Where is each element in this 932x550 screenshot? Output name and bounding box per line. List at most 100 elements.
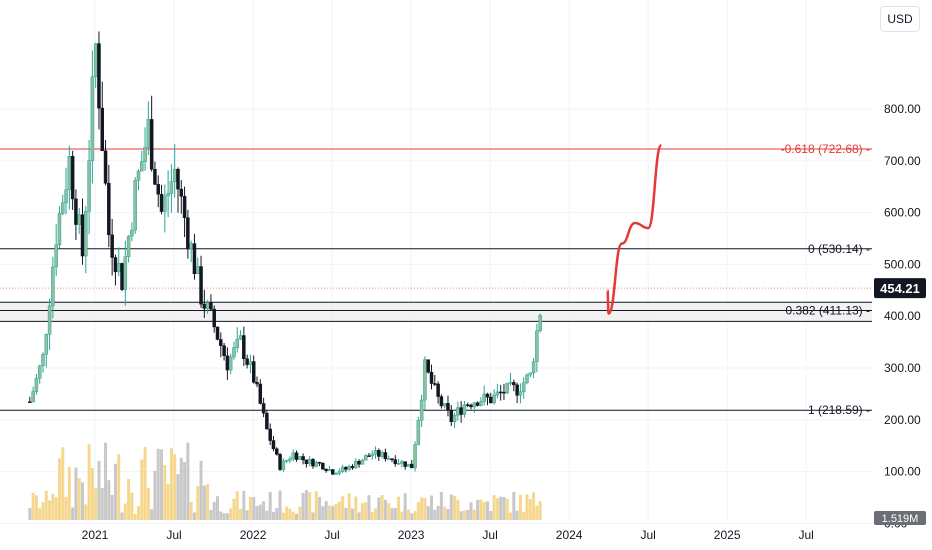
candle-body bbox=[344, 466, 348, 470]
candle-body bbox=[459, 407, 463, 415]
volume-bar bbox=[153, 470, 157, 520]
volume-bar bbox=[354, 496, 358, 520]
volume-bar bbox=[341, 496, 345, 520]
candle-body bbox=[133, 180, 137, 231]
candle-body bbox=[321, 462, 325, 470]
volume-bar bbox=[535, 505, 539, 520]
candle-body bbox=[130, 229, 134, 237]
price-tick-label: 100.00 bbox=[884, 465, 921, 479]
volume-bar bbox=[360, 503, 364, 520]
volume-bar bbox=[77, 478, 81, 520]
candle-body bbox=[166, 193, 170, 197]
candle-body bbox=[61, 202, 65, 214]
candle-body bbox=[380, 452, 384, 457]
candle-body bbox=[189, 243, 193, 250]
candle-body bbox=[330, 469, 335, 475]
volume-bar bbox=[176, 474, 180, 520]
currency-selector[interactable]: USD bbox=[880, 6, 920, 32]
candle-body bbox=[219, 339, 223, 346]
candle-body bbox=[103, 150, 108, 184]
volume-bar bbox=[100, 488, 104, 520]
candle-body bbox=[242, 335, 246, 360]
volume-bar bbox=[446, 508, 450, 520]
candle-body bbox=[251, 361, 256, 383]
fib-label: -0.618 (722.68) - bbox=[781, 142, 870, 156]
fibonacci-levels: -0.618 (722.68) - 0 (530.14) - 0.382 (411.… bbox=[0, 142, 872, 417]
candle-body bbox=[367, 455, 371, 457]
volume-bar bbox=[476, 499, 480, 520]
volume-bar bbox=[298, 506, 302, 520]
volume-bar bbox=[433, 509, 437, 520]
candle-body bbox=[472, 402, 477, 408]
candle-body bbox=[324, 468, 328, 472]
volume-bar bbox=[229, 508, 233, 520]
candle-body bbox=[400, 461, 404, 464]
volume-bar bbox=[248, 497, 252, 520]
candle-body bbox=[291, 452, 295, 460]
candle-body bbox=[209, 302, 213, 310]
volume-bar bbox=[288, 508, 292, 520]
candle-body bbox=[521, 382, 526, 393]
time-tick-label: Jul bbox=[640, 528, 655, 542]
fib-label: 0 (530.14) - bbox=[808, 242, 870, 256]
volume-bar bbox=[199, 460, 203, 520]
candle-body bbox=[485, 393, 490, 398]
volume-bar bbox=[482, 501, 486, 520]
candle-body bbox=[284, 460, 289, 462]
volume-bar bbox=[423, 498, 427, 520]
candle-body bbox=[442, 403, 447, 407]
volume-bar bbox=[410, 513, 414, 520]
candle-body bbox=[311, 459, 315, 467]
candle-body bbox=[47, 305, 52, 335]
candle-body bbox=[495, 391, 500, 396]
candle-body bbox=[354, 460, 358, 469]
volume-badge bbox=[874, 511, 926, 525]
volume-bar bbox=[140, 459, 144, 520]
volume-bar bbox=[206, 483, 210, 520]
candle-body bbox=[508, 382, 513, 384]
candle-body bbox=[222, 345, 226, 356]
volume-bar bbox=[538, 501, 542, 520]
candle-body bbox=[182, 196, 187, 218]
candle-body bbox=[307, 459, 312, 465]
candle-body bbox=[238, 335, 243, 340]
candle-body bbox=[327, 469, 332, 472]
candle-body bbox=[363, 455, 368, 461]
candle-body bbox=[67, 156, 72, 190]
volume-bar bbox=[222, 513, 226, 520]
volume-bar bbox=[44, 490, 48, 520]
price-axis: 800.00 700.00 600.00 500.00 400.00 300.00 200.… bbox=[874, 102, 926, 531]
volume-bar bbox=[403, 493, 407, 520]
time-tick-label: 2024 bbox=[556, 528, 583, 542]
volume-bar bbox=[81, 482, 85, 520]
volume-bar bbox=[113, 463, 117, 520]
volume-bar bbox=[136, 506, 140, 520]
candle-body bbox=[538, 315, 542, 332]
candle-body bbox=[426, 359, 430, 373]
volume-bar bbox=[104, 442, 108, 520]
volume-bar bbox=[532, 492, 536, 520]
volume-bar bbox=[347, 493, 351, 520]
volume-bar bbox=[173, 454, 177, 520]
volume-bar bbox=[400, 511, 404, 520]
candle-body bbox=[383, 452, 388, 460]
candle-body bbox=[37, 365, 42, 379]
volume-bar bbox=[87, 444, 91, 520]
volume-bar bbox=[275, 508, 279, 520]
volume-bar bbox=[459, 511, 463, 520]
candle-body bbox=[77, 214, 81, 225]
candle-body bbox=[482, 393, 486, 402]
volume-bar bbox=[74, 467, 78, 520]
volume-bar bbox=[54, 497, 58, 520]
candle-body bbox=[350, 466, 355, 469]
volume-bar bbox=[291, 511, 295, 520]
volume-bar bbox=[258, 504, 262, 520]
projection-drawing bbox=[606, 143, 663, 315]
volume-bar bbox=[374, 508, 378, 520]
volume-bar bbox=[311, 512, 315, 520]
candle-body bbox=[205, 302, 210, 309]
candle-body bbox=[465, 404, 470, 407]
volume-bar bbox=[337, 501, 341, 520]
volume-bar bbox=[163, 465, 167, 520]
